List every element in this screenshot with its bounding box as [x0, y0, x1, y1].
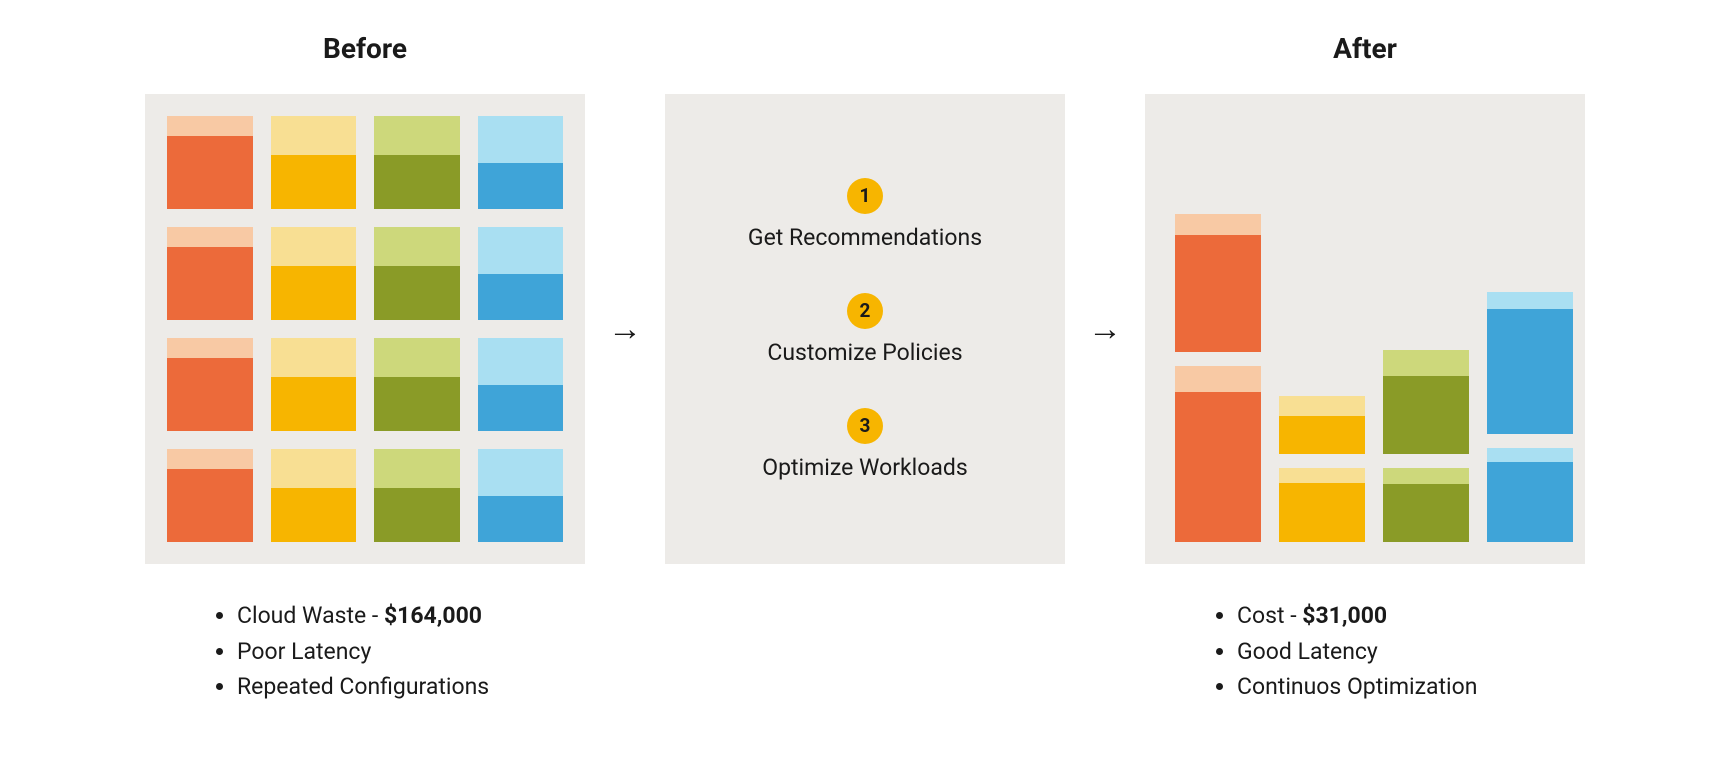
- after-bullets: Cost - $31,000Good LatencyContinuos Opti…: [1145, 598, 1477, 705]
- before-title: Before: [323, 30, 407, 66]
- before-cell: [271, 449, 357, 542]
- before-cell: [167, 116, 253, 209]
- before-cell: [271, 338, 357, 431]
- steps-panel: 1 Get Recommendations 2 Customize Policies 3…: [665, 94, 1065, 564]
- before-cell: [271, 116, 357, 209]
- after-block: [1487, 448, 1573, 542]
- before-cell: [167, 227, 253, 320]
- step-badge: 2: [847, 293, 883, 329]
- before-cell: [478, 338, 564, 431]
- after-block: [1383, 350, 1469, 454]
- arrow-2: →: [1065, 94, 1145, 564]
- step-badge: 1: [847, 178, 883, 214]
- step-label: Optimize Workloads: [762, 454, 967, 481]
- bullet-item: Continuos Optimization: [1237, 669, 1477, 705]
- bullet-item: Repeated Configurations: [237, 669, 489, 705]
- before-cell: [374, 227, 460, 320]
- before-cell: [374, 338, 460, 431]
- before-cell: [374, 116, 460, 209]
- before-cell: [167, 338, 253, 431]
- step-badge: 3: [847, 408, 883, 444]
- before-cell: [478, 449, 564, 542]
- arrow-right-icon: →: [608, 312, 642, 346]
- step-label: Customize Policies: [767, 339, 962, 366]
- before-cell: [167, 449, 253, 542]
- step: 2 Customize Policies: [767, 293, 962, 366]
- after-block: [1383, 468, 1469, 542]
- before-panel: [145, 94, 585, 564]
- before-cell: [271, 227, 357, 320]
- after-title: After: [1333, 30, 1397, 66]
- after-panel: [1145, 94, 1585, 564]
- after-block: [1175, 366, 1261, 542]
- before-cell: [374, 449, 460, 542]
- bullet-item: Cloud Waste - $164,000: [237, 598, 489, 634]
- after-block: [1487, 292, 1573, 434]
- after-column: After Cost - $31,000Good LatencyContinuo…: [1145, 30, 1585, 705]
- before-bullets: Cloud Waste - $164,000Poor LatencyRepeat…: [145, 598, 489, 705]
- steps-column: 1 Get Recommendations 2 Customize Policies 3…: [665, 30, 1065, 564]
- before-cell: [478, 116, 564, 209]
- bullet-item: Good Latency: [1237, 634, 1477, 670]
- step-label: Get Recommendations: [748, 224, 982, 251]
- arrow-right-icon: →: [1088, 312, 1122, 346]
- bullet-item: Cost - $31,000: [1237, 598, 1477, 634]
- after-block: [1175, 214, 1261, 352]
- after-block: [1279, 396, 1365, 454]
- before-cell: [478, 227, 564, 320]
- before-column: Before Cloud Waste - $164,000Poor Latenc…: [145, 30, 585, 705]
- after-block: [1279, 468, 1365, 542]
- before-grid: [145, 94, 585, 564]
- bullet-item: Poor Latency: [237, 634, 489, 670]
- step: 3 Optimize Workloads: [762, 408, 967, 481]
- step: 1 Get Recommendations: [748, 178, 982, 251]
- arrow-1: →: [585, 94, 665, 564]
